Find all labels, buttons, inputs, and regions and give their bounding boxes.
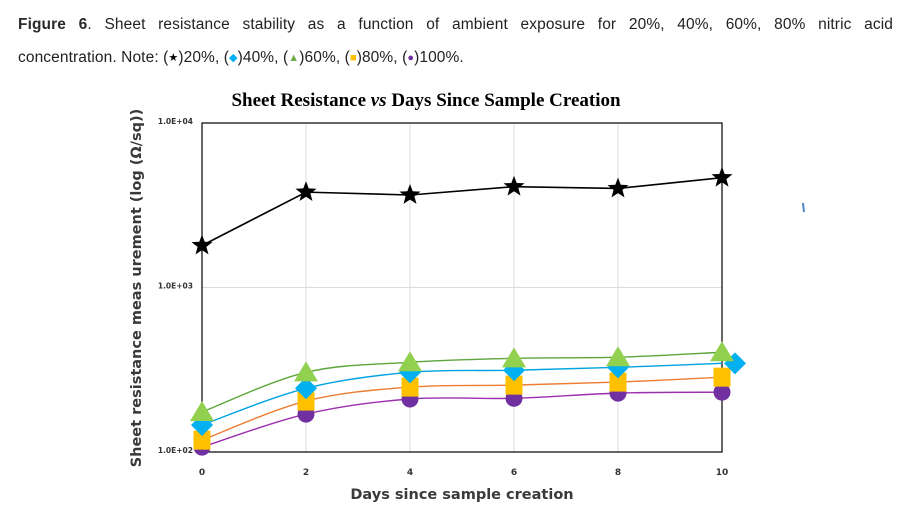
caption-legend-symbol-80: ■: [349, 52, 357, 64]
x-tick-label: 10: [716, 468, 729, 478]
x-tick-label: 2: [303, 468, 309, 478]
series-line-20pct: [201, 176, 723, 247]
marker-triangle-60pct-day8: [606, 346, 630, 367]
y-tick-label: 1.0E+04: [158, 117, 193, 126]
marker-square-80pct-day2: [297, 391, 315, 411]
caption-legend-text: )100%.: [414, 49, 464, 66]
marker-star-20pct-day4: [399, 184, 421, 204]
chart-title-part-1: Sheet Resistance: [231, 90, 370, 111]
caption-legend-text: )60%, (: [299, 49, 350, 66]
y-tick-label: 1.0E+03: [158, 282, 193, 291]
series-line-80pct: [201, 376, 723, 441]
x-axis-label: Days since sample creation: [350, 487, 573, 503]
x-tick-label: 6: [511, 468, 517, 478]
y-axis-ticks: 1.0E+02 1.0E+03 1.0E+04: [158, 117, 193, 455]
caption-legend-symbol-40: ◆: [229, 52, 238, 64]
figure-label: Figure 6: [18, 16, 88, 33]
marker-triangle-60pct-day2: [294, 361, 318, 382]
stray-mark: [802, 203, 805, 212]
caption-text-2: concentration. Note: (: [18, 49, 169, 66]
y-tick-label: 1.0E+02: [158, 446, 193, 455]
marker-square-80pct-day6: [505, 375, 523, 395]
caption-legend-text: )40%, (: [237, 49, 289, 66]
marker-triangle-60pct-day6: [502, 347, 526, 368]
x-tick-label: 0: [199, 468, 205, 478]
chart-title: Sheet Resistance vs Days Since Sample Cr…: [231, 90, 621, 111]
marker-diamond-40pct-day2: [295, 377, 317, 400]
series-line-100pct: [201, 391, 723, 448]
caption-legend-text: )80%, (: [356, 49, 408, 66]
caption-legend-symbol-20: ★: [168, 52, 179, 64]
caption-legend-symbol-100: ●: [407, 52, 415, 64]
marker-star-20pct-day8: [607, 177, 629, 198]
marker-square-80pct-day4: [401, 377, 419, 397]
gridlines: [202, 122, 722, 453]
marker-triangle-60pct-day0: [190, 401, 214, 422]
marker-star-20pct-day2: [295, 181, 317, 201]
series-layer: [190, 166, 746, 456]
chart-title-part-2: Days Since Sample Creation: [387, 90, 621, 111]
marker-star-20pct-day0: [191, 234, 213, 255]
x-tick-label: 4: [407, 468, 413, 478]
chart-title-vs: vs: [371, 90, 387, 111]
plot-area-border: [201, 122, 723, 453]
series-line-60pct: [201, 351, 723, 413]
caption-legend-symbol-60: ▲: [288, 52, 300, 64]
x-tick-label: 8: [615, 468, 621, 478]
marker-triangle-60pct-day4: [398, 351, 422, 372]
caption-text-1: . Sheet resistance stability as a functi…: [87, 16, 893, 33]
series-line-40pct: [201, 362, 723, 426]
marker-star-20pct-day10: [711, 166, 733, 187]
caption-legend-text: )20%, (: [178, 49, 230, 66]
caption-line-2: concentration. Note: (★)20%, (◆)40%, (▲)…: [18, 49, 464, 66]
marker-square-80pct-day10: [713, 367, 731, 387]
figure-caption: Figure 6. Sheet resistance stability as …: [18, 8, 893, 75]
caption-line-1: Figure 6. Sheet resistance stability as …: [18, 8, 893, 41]
caption-legend-notes: ★)20%, (◆)40%, (▲)60%, (■)80%, (●)100%.: [168, 49, 463, 66]
marker-circle-100pct-day10: [713, 383, 731, 401]
marker-triangle-60pct-day10: [710, 341, 734, 362]
x-axis-ticks: 0 2 4 6 8 10: [199, 468, 728, 478]
y-axis-label: Sheet resistance meas urement (log (Ω/sq…: [129, 109, 145, 468]
marker-square-80pct-day0: [193, 430, 211, 450]
marker-star-20pct-day6: [503, 175, 525, 196]
marker-square-80pct-day8: [609, 372, 627, 392]
